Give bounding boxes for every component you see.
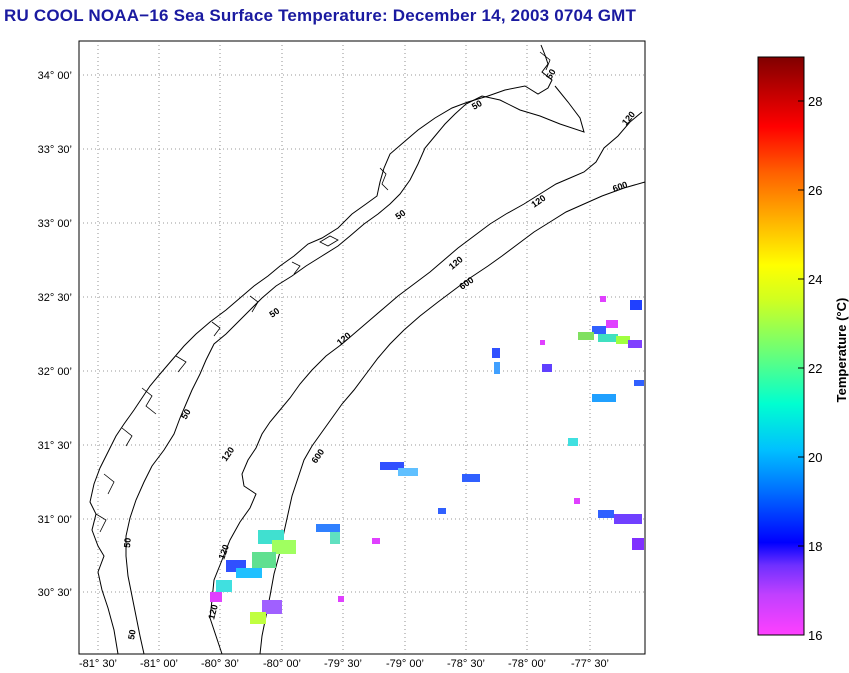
isobath-120	[209, 111, 643, 655]
lat-label: 30° 30’	[38, 587, 72, 599]
contour-label: 120	[206, 603, 220, 620]
contour-label: 50	[267, 306, 281, 320]
sst-patch	[210, 592, 222, 602]
contour-label: 50	[179, 407, 193, 421]
contour-label: 50	[393, 208, 407, 222]
sst-patch	[438, 508, 446, 514]
colorbar-title: Temperature (°C)	[834, 298, 849, 403]
sst-patch	[492, 348, 500, 358]
sst-patch	[632, 538, 644, 550]
contour-label: 50	[122, 537, 133, 548]
sst-patch	[592, 326, 606, 334]
colorbar	[757, 56, 805, 636]
sst-patch	[330, 532, 340, 544]
lon-label: -80° 00’	[263, 658, 301, 670]
contour-label: 50	[544, 67, 558, 81]
sst-patch	[316, 524, 340, 532]
lon-label: -78° 00’	[508, 658, 546, 670]
latitude-labels: 34° 00’ 33° 30’ 33° 00’ 32° 30’ 32° 00’ …	[38, 70, 72, 599]
sst-patch	[252, 552, 276, 568]
longitude-labels: -81° 30’ -81° 00’ -80° 30’ -80° 00’ -79°…	[79, 658, 609, 670]
sst-patch	[338, 596, 344, 602]
sst-patch	[236, 568, 262, 578]
sst-patch	[494, 362, 500, 374]
sst-patch	[592, 394, 616, 402]
sst-patch	[614, 514, 642, 524]
sst-patch	[600, 296, 606, 302]
sst-patch	[598, 334, 618, 342]
sst-patch	[372, 538, 380, 544]
map-frame	[78, 40, 646, 655]
colorbar-tick-label: 20	[808, 450, 822, 465]
coastal-islands	[95, 51, 551, 533]
sst-patches	[210, 296, 644, 624]
sst-patch	[606, 320, 618, 328]
sst-patch	[598, 510, 614, 518]
sst-patch	[578, 332, 594, 340]
sst-patch	[628, 340, 642, 348]
sst-patch	[398, 468, 418, 476]
colorbar-tick-label: 28	[808, 94, 822, 109]
lon-label: -78° 30’	[447, 658, 485, 670]
sst-patch	[542, 364, 552, 372]
contour-label: 600	[611, 179, 629, 194]
sst-patch	[216, 580, 232, 592]
lat-label: 34° 00’	[38, 70, 72, 82]
contour-label: 50	[126, 629, 138, 641]
colorbar-tick-label: 22	[808, 361, 822, 376]
lon-label: -81° 00’	[140, 658, 178, 670]
lat-label: 31° 30’	[38, 440, 72, 452]
sst-patch	[380, 462, 404, 470]
sst-patch	[272, 540, 296, 554]
lon-label: -79° 30’	[324, 658, 362, 670]
colorbar-tick-label: 18	[808, 539, 822, 554]
lat-label: 32° 00’	[38, 366, 72, 378]
sst-patch	[262, 600, 282, 614]
sst-patch	[574, 498, 580, 504]
map-title: RU COOL NOAA−16 Sea Surface Temperature:…	[4, 6, 637, 25]
sst-patch	[616, 336, 630, 344]
colorbar-tick-label: 24	[808, 272, 822, 287]
lon-label: -80° 30’	[201, 658, 239, 670]
contour-label: 120	[216, 543, 231, 561]
lon-label: -77° 30’	[571, 658, 609, 670]
isobath-50	[125, 85, 585, 655]
sst-patch	[540, 340, 545, 345]
colorbar-tick-label: 26	[808, 183, 822, 198]
contour-label: 50	[470, 98, 484, 112]
lon-label: -79° 00’	[386, 658, 424, 670]
lat-label: 32° 30’	[38, 292, 72, 304]
lon-label: -81° 30’	[79, 658, 117, 670]
sst-patch	[462, 474, 480, 482]
coastline	[89, 44, 553, 655]
sst-patch	[568, 438, 578, 446]
lat-label: 33° 00’	[38, 218, 72, 230]
lat-label: 33° 30’	[38, 144, 72, 156]
colorbar-tick-label: 16	[808, 628, 822, 643]
colorbar-ticks: 28 26 24 22 20 18 16	[798, 94, 822, 643]
sst-patch	[634, 380, 644, 386]
sst-patch	[630, 300, 642, 310]
lat-label: 31° 00’	[38, 514, 72, 526]
sst-patch	[250, 612, 266, 624]
